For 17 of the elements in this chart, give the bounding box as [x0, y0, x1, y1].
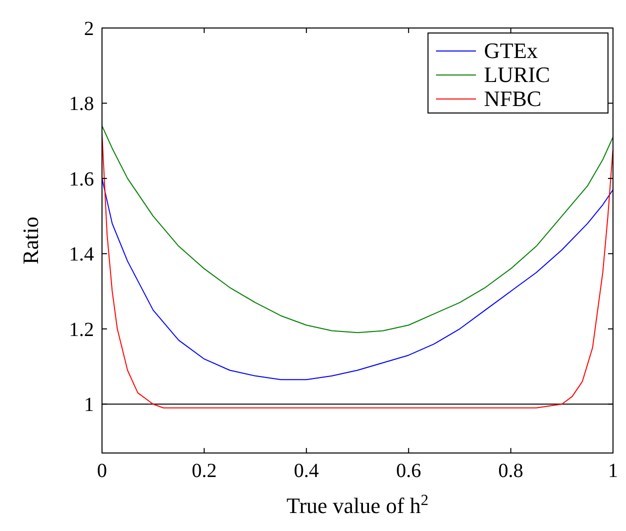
- y-axis-title: Ratio: [18, 216, 43, 264]
- x-tick-label: 0: [97, 460, 107, 482]
- x-axis-title: True value of h$^{2}$: [286, 492, 428, 518]
- legend-label: LURIC: [484, 62, 550, 87]
- x-tick-label: 1: [608, 460, 618, 482]
- x-tick-label: 0.4: [294, 460, 319, 482]
- x-tick-label: 0.2: [192, 460, 217, 482]
- x-tick-label: 0.8: [498, 460, 524, 482]
- y-tick-label: 2: [84, 18, 94, 40]
- y-tick-label: 1.2: [69, 318, 94, 341]
- legend-label: NFBC: [484, 86, 542, 111]
- y-tick-label: 1: [84, 394, 94, 416]
- y-tick-label: 1.4: [69, 244, 94, 266]
- x-tick-label: 0.6: [396, 460, 422, 482]
- y-tick-label: 1.6: [69, 168, 94, 190]
- legend-label: GTEx: [484, 38, 538, 63]
- y-tick-label: 1.8: [69, 93, 94, 116]
